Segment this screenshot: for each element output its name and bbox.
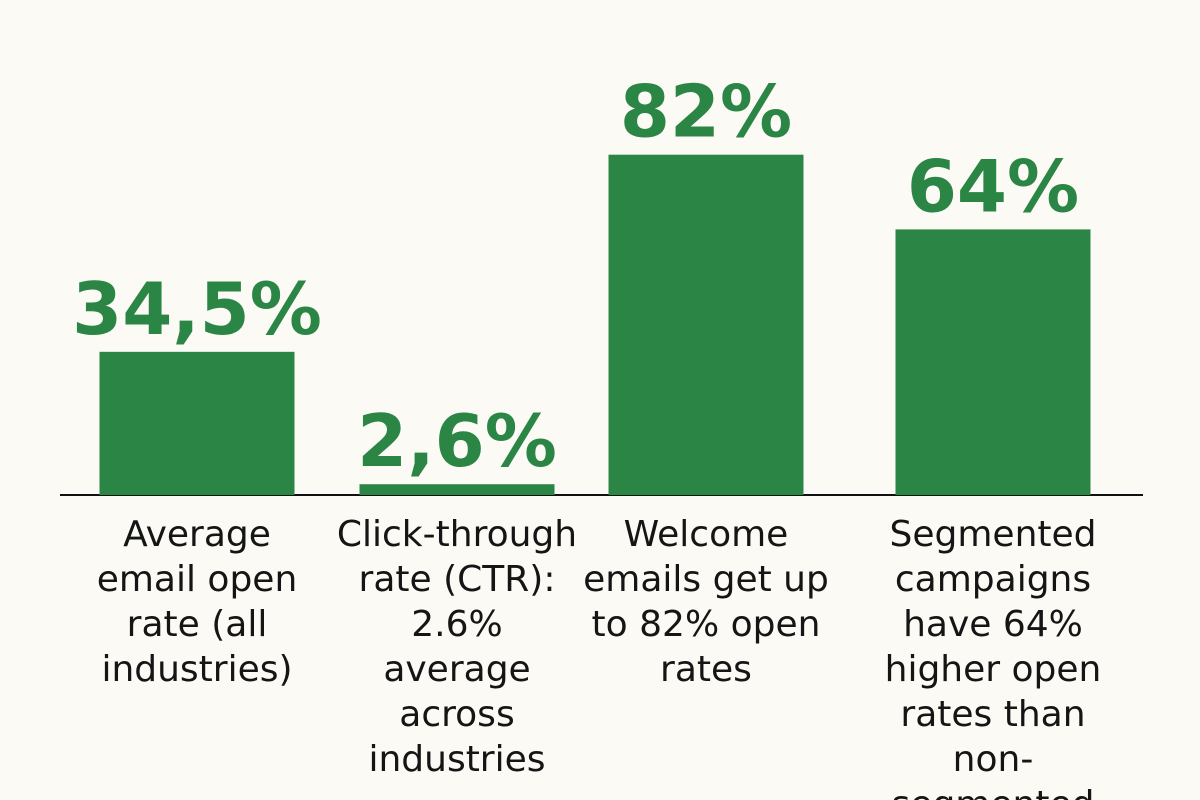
value-label: 34,5% [72, 267, 322, 351]
value-label: 64% [907, 144, 1079, 228]
bar [359, 484, 555, 495]
category-label: Click-through rate (CTR): 2.6% average a… [336, 514, 578, 780]
bar [99, 351, 295, 495]
category-label: Welcome emails get up to 82% open rates [583, 514, 829, 690]
category-label: Segmented campaigns have 64% higher open… [884, 514, 1102, 800]
bar [608, 154, 804, 495]
value-label: 82% [620, 70, 792, 154]
category-label: Average email open rate (all industries) [96, 514, 298, 690]
value-label: 2,6% [357, 399, 557, 483]
bar [895, 229, 1091, 495]
